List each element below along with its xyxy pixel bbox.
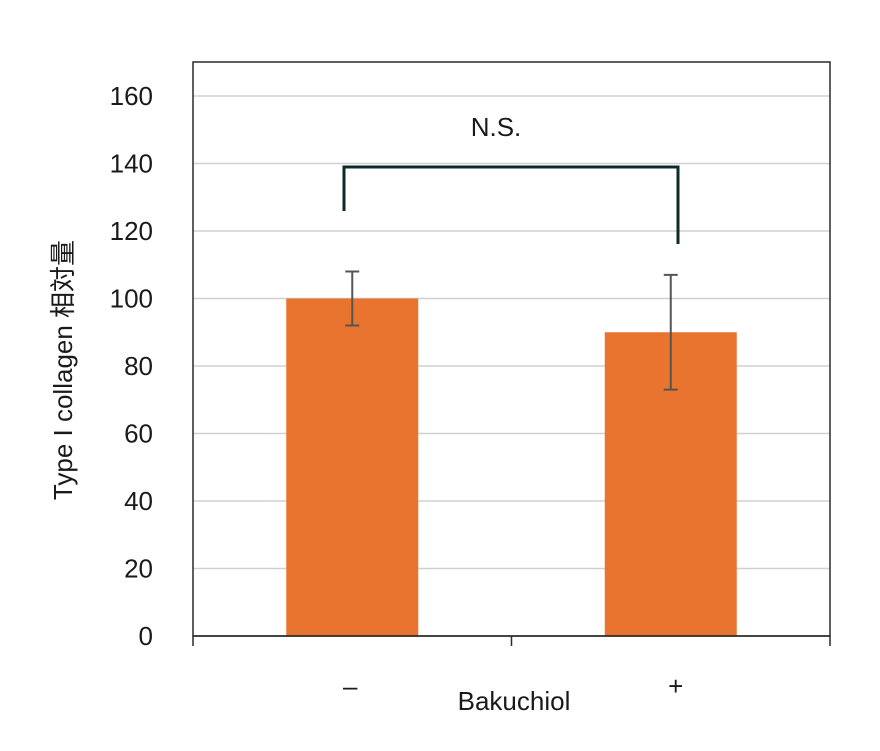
y-axis-label: Type I collagen 相対量 xyxy=(48,240,78,500)
y-tick-label: 60 xyxy=(124,419,153,449)
x-axis: – + xyxy=(192,635,831,701)
x-axis-label: Bakuchiol xyxy=(458,686,571,716)
y-tick-label: 40 xyxy=(124,486,153,516)
bar-1 xyxy=(286,298,419,636)
x-category-label: – xyxy=(343,671,358,701)
significance-label: N.S. xyxy=(471,112,522,142)
y-tick-label: 20 xyxy=(124,554,153,584)
bars-group xyxy=(286,298,737,636)
y-tick-label: 100 xyxy=(110,284,153,314)
x-category-label: + xyxy=(668,671,683,701)
significance-bracket xyxy=(342,165,680,244)
y-tick-label: 160 xyxy=(110,81,153,111)
y-tick-label: 80 xyxy=(124,351,153,381)
y-axis-ticks: 0 20 40 60 80 100 120 140 160 xyxy=(110,81,153,651)
y-tick-label: 120 xyxy=(110,216,153,246)
y-tick-label: 0 xyxy=(139,621,153,651)
y-tick-label: 140 xyxy=(110,149,153,179)
error-bars-group xyxy=(345,270,678,391)
